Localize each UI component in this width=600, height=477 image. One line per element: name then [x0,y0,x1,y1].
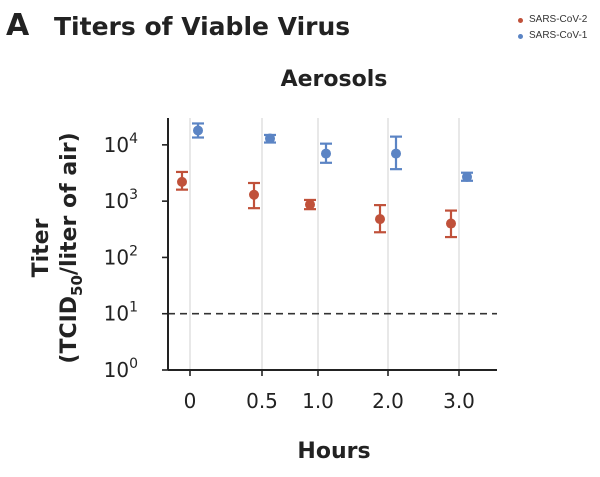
y-axis-title-post: /liter of air) [57,132,82,275]
y-tick-label-0: 100 [104,356,138,382]
x-tick-label-4: 3.0 [443,389,475,413]
legend-item-sars1: SARS-CoV-1 [518,28,587,44]
data-point-s0-4 [446,218,456,229]
y-tick-label-exponent-0: 0 [129,356,138,372]
chart-legend: SARS-CoV-2 SARS-CoV-1 [518,12,587,44]
y-tick-label-4: 104 [104,131,138,157]
y-tick-label-3: 103 [104,187,138,213]
y-axis-title-line1: Titer [29,218,54,277]
data-point-s1-4 [462,171,472,182]
y-axis-title-subscript: 50 [68,275,86,296]
y-tick-label-exponent-4: 4 [129,131,138,147]
x-tick-label-0: 0 [184,389,197,413]
x-tick-label-2: 1.0 [302,389,334,413]
legend-label-sars2: SARS-CoV-2 [529,14,588,25]
x-axis-title: Hours [297,439,370,464]
y-axis-title-pre: (TCID [57,296,82,364]
data-point-s1-2 [321,148,331,159]
data-point-s0-0 [177,176,187,187]
data-point-s1-1 [265,133,275,144]
y-axis-title: Titer (TCID50/liter of air) [29,132,86,363]
y-tick-label-exponent-3: 3 [129,187,138,203]
data-point-s1-0 [193,125,203,136]
y-tick-label-exponent-2: 2 [129,243,138,259]
legend-marker-sars1 [518,33,523,39]
x-tick-label-3: 2.0 [372,389,404,413]
x-tick-label-1: 0.5 [246,389,278,413]
data-point-s0-1 [249,189,259,200]
chart-title: Aerosols [281,67,388,92]
y-tick-label-1: 101 [104,300,138,326]
data-point-s0-2 [305,199,315,210]
panel-title: Titers of Viable Virus [54,12,351,41]
legend-item-sars2: SARS-CoV-2 [518,12,587,28]
y-axis-title-line2: (TCID50/liter of air) [57,132,86,363]
y-tick-label-2: 102 [104,243,138,269]
legend-marker-sars2 [518,17,523,23]
panel-letter: A [6,8,30,43]
legend-label-sars1: SARS-CoV-1 [529,30,588,41]
data-point-s1-3 [391,148,401,159]
y-tick-label-exponent-1: 1 [129,300,138,316]
data-point-s0-3 [375,214,385,225]
